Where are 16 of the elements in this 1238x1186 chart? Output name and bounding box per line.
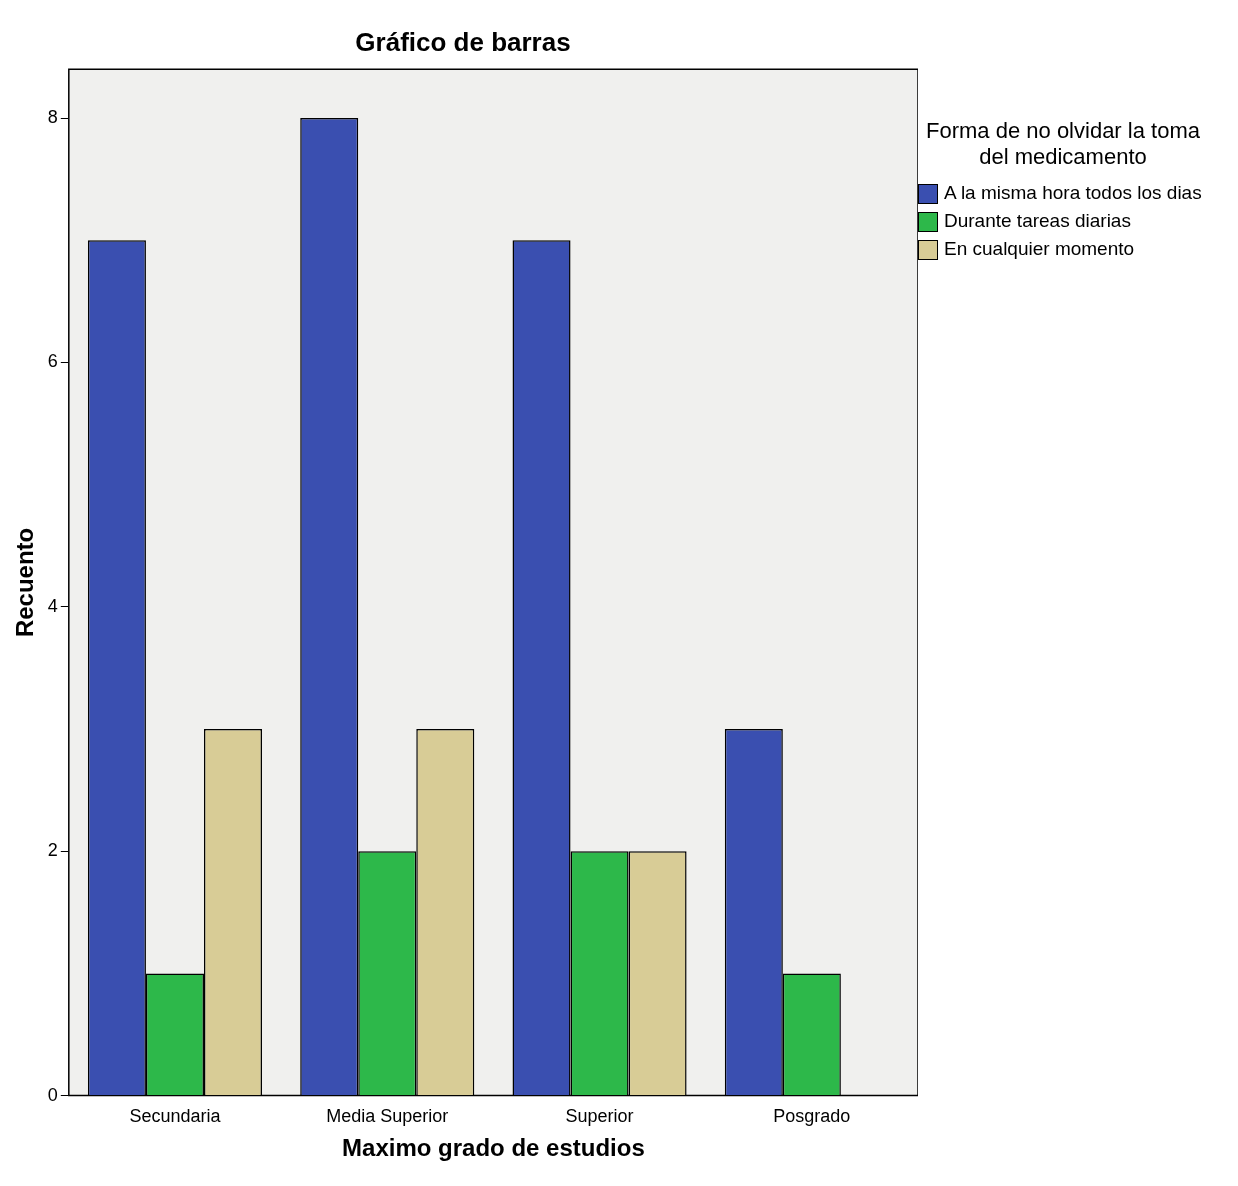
y-tick-label: 4 <box>47 595 58 616</box>
x-tick-label: Superior <box>565 1106 634 1127</box>
x-tick-label: Posgrado <box>773 1106 851 1127</box>
x-tick-label: Secundaria <box>129 1106 222 1127</box>
chart-title: Gráfico de barras <box>355 26 571 57</box>
y-axis-title: Recuento <box>11 527 39 638</box>
x-axis-title: Maximo grado de estudios <box>342 1134 645 1162</box>
y-tick-label: 2 <box>47 840 58 861</box>
legend-label: En cualquier momento <box>944 238 1135 260</box>
legend-label: Durante tareas diarias <box>944 210 1131 232</box>
legend-label: A la misma hora todos los dias <box>944 182 1202 204</box>
y-tick-label: 0 <box>47 1084 58 1105</box>
legend-title: Forma de no olvidar la toma del medicamento <box>925 118 1201 170</box>
y-tick-label: 6 <box>47 351 58 372</box>
y-tick-label: 8 <box>47 107 58 128</box>
x-tick-label: Media Superior <box>326 1106 449 1127</box>
